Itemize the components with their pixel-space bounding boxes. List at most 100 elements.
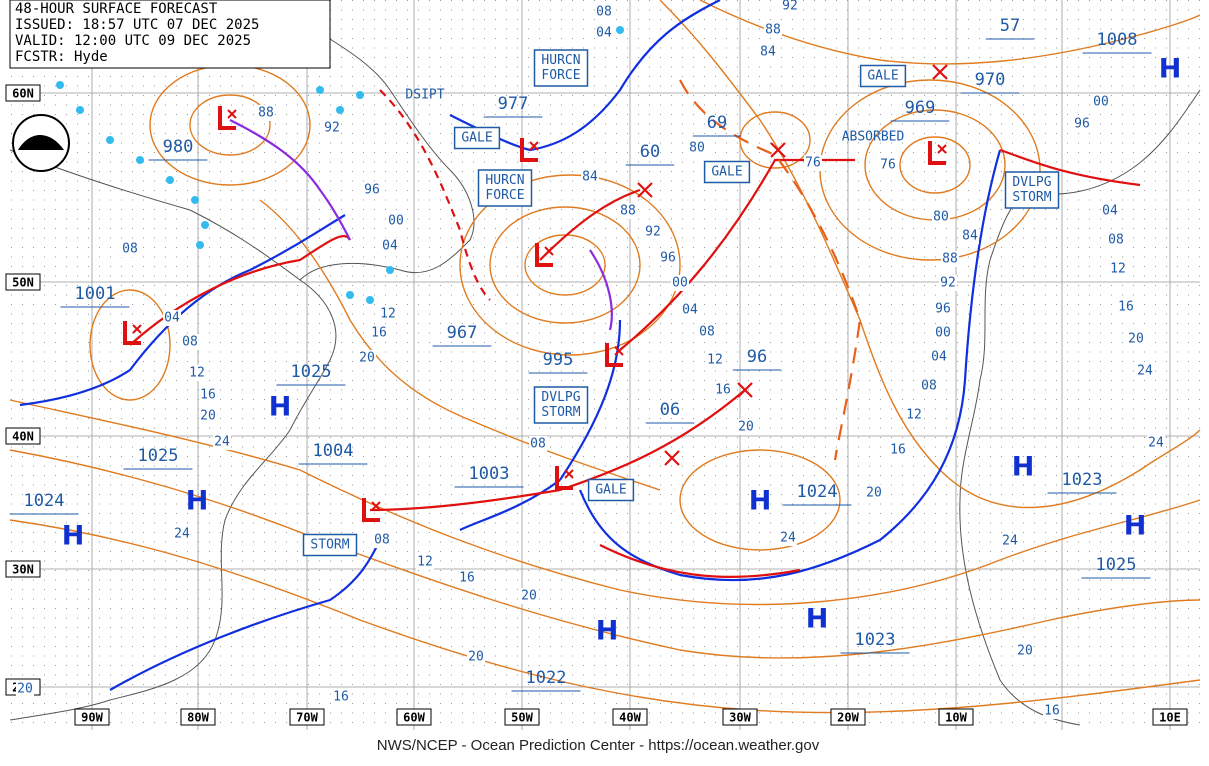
isobar-label-bg <box>781 0 799 14</box>
warning-label: FORCE <box>485 188 524 203</box>
low-symbol <box>535 243 553 267</box>
ice-edge <box>36 26 624 304</box>
forecast-x <box>664 450 680 466</box>
isobar-label-bg <box>121 241 139 257</box>
isobar-label-bg <box>387 213 405 229</box>
longitude-box <box>1152 708 1188 726</box>
isobar-label-bg <box>16 681 34 697</box>
isobar-label-bg <box>804 155 822 171</box>
pressure-label: 1004 <box>313 441 354 461</box>
isobar-label: 96 <box>935 302 951 317</box>
high-center: H <box>749 486 772 517</box>
isobar-label: 80 <box>933 210 949 225</box>
isobar-label: 08 <box>921 379 937 394</box>
isobar-label-bg <box>619 203 637 219</box>
low-symbol <box>605 343 623 367</box>
isobar-label: 20 <box>1128 332 1144 347</box>
note-label: ABSORBED <box>842 130 905 145</box>
footer-band <box>0 730 1209 762</box>
isobar-label-bg <box>173 526 191 542</box>
isobar-label-bg <box>1109 261 1127 277</box>
longitude-box <box>74 708 110 726</box>
isobar-label-bg <box>373 532 391 548</box>
pressure-label: 1023 <box>855 630 896 650</box>
low-symbol <box>123 321 141 345</box>
pressure-label: 1025 <box>291 362 332 382</box>
isobar-label: 20 <box>468 650 484 665</box>
low-x <box>529 141 539 151</box>
warning-box <box>1004 171 1060 209</box>
warning-box <box>533 386 589 424</box>
warning-label: HURCN <box>541 53 580 68</box>
isobar-label: 08 <box>596 5 612 20</box>
isobar-label: 24 <box>214 435 230 450</box>
isobar-label-bg <box>737 419 755 435</box>
isobar-label: 76 <box>805 156 821 171</box>
isobar-label: 08 <box>182 335 198 350</box>
isobar-label-bg <box>698 324 716 340</box>
isobar-label-bg <box>458 570 476 586</box>
isobar-label-bg <box>188 365 206 381</box>
high-center: H <box>806 604 829 635</box>
isobar-label-bg <box>941 251 959 267</box>
graticule <box>10 0 1200 730</box>
isobar-label-bg <box>1016 643 1034 659</box>
isobar-label-bg <box>363 182 381 198</box>
isobar-label: 92 <box>782 0 798 14</box>
low-x <box>544 246 554 256</box>
isobar-label: 96 <box>660 251 676 266</box>
high-center: H <box>269 392 292 423</box>
header-line: FCSTR: Hyde <box>15 49 108 65</box>
isobar-label: 24 <box>1148 436 1164 451</box>
low-x <box>227 109 237 119</box>
warning-label: DVLPG <box>541 390 580 405</box>
pressure-label: 57 <box>1000 16 1020 36</box>
pressure-label: 1024 <box>24 491 65 511</box>
isobar-label-bg <box>581 169 599 185</box>
isobar-label-bg <box>714 382 732 398</box>
noaa-logo <box>12 114 70 172</box>
forecast-x <box>737 382 753 398</box>
latitude-box <box>5 273 41 291</box>
isobar-label-bg <box>681 302 699 318</box>
isobar-label: 20 <box>866 486 882 501</box>
isobar-label: 20 <box>200 409 216 424</box>
isobar-label: 08 <box>122 242 138 257</box>
isobar-label-bg <box>379 306 397 322</box>
warning-label: STORM <box>310 538 349 553</box>
isobar-label: 76 <box>880 158 896 173</box>
isobar-label-bg <box>1136 363 1154 379</box>
isobar-label-bg <box>595 4 613 20</box>
isobar-label: 92 <box>940 276 956 291</box>
isobar-label-bg <box>939 275 957 291</box>
isobar-label: 16 <box>200 388 216 403</box>
isobar-label-bg <box>181 334 199 350</box>
isobar-label-bg <box>879 157 897 173</box>
warning-label: HURCN <box>485 173 524 188</box>
isobar-label: 16 <box>1044 704 1060 719</box>
isobar-label: 04 <box>682 303 698 318</box>
warning-label: GALE <box>711 165 742 180</box>
isobar-label: 04 <box>1102 204 1118 219</box>
longitude-box <box>396 708 432 726</box>
isobar-label-bg <box>1092 94 1110 110</box>
isobar-label-bg <box>257 105 275 121</box>
warning-box <box>587 478 635 502</box>
isobar-label: 08 <box>530 437 546 452</box>
isobar-label-bg <box>199 408 217 424</box>
pressure-label: 1022 <box>526 668 567 688</box>
latitude-box <box>5 84 41 102</box>
isobar-label: 16 <box>715 383 731 398</box>
low-x <box>132 324 142 334</box>
coastlines <box>9 19 1201 726</box>
isobar-label-bg <box>930 349 948 365</box>
warning-box <box>859 64 907 88</box>
isobars <box>9 0 1201 714</box>
low-symbol <box>928 141 946 165</box>
isobar-label-bg <box>358 350 376 366</box>
isobar-label: 00 <box>1093 95 1109 110</box>
isobar-label: 24 <box>780 531 796 546</box>
pressure-label: 96 <box>747 347 767 367</box>
isobar-label-bg <box>163 310 181 326</box>
isobar-label: 92 <box>324 121 340 136</box>
